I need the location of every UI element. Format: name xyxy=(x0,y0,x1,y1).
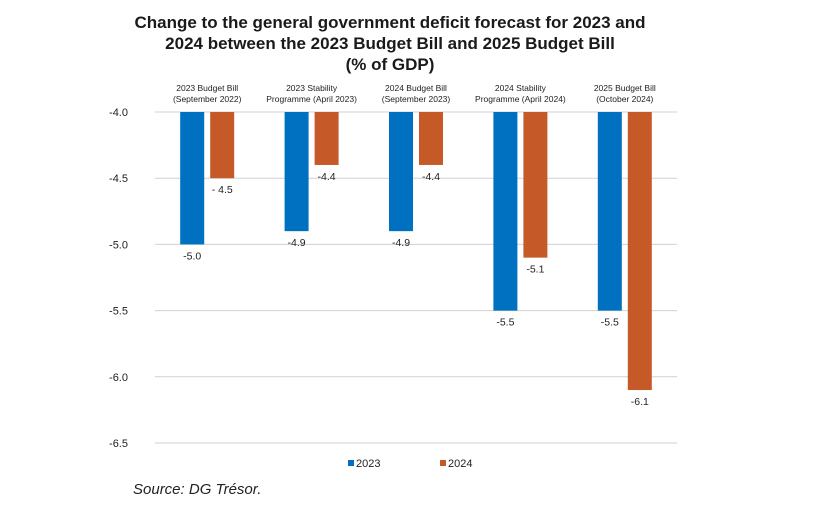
data-label: -5.1 xyxy=(526,264,544,276)
y-tick-label: -4.5 xyxy=(109,173,128,185)
chart-title-line-3: (% of GDP) xyxy=(345,55,435,74)
data-label: -4.9 xyxy=(288,237,306,249)
bar-2023 xyxy=(493,112,518,311)
legend-swatch-2024 xyxy=(440,460,446,466)
bar-2024 xyxy=(523,112,548,258)
category-label: 2023 Stability xyxy=(286,83,338,93)
bar-2024 xyxy=(627,112,652,391)
data-label: -5.5 xyxy=(601,317,619,329)
y-tick-label: -4.0 xyxy=(109,107,128,119)
category-label: 2023 Budget Bill xyxy=(176,83,238,93)
legend-label: 2023 xyxy=(356,458,380,470)
data-label: -4.4 xyxy=(422,171,440,183)
chart-title-line-2: 2024 between the 2023 Budget Bill and 20… xyxy=(165,34,615,53)
y-tick-label: -5.0 xyxy=(109,239,128,251)
y-tick-label: -6.5 xyxy=(109,438,128,450)
data-label: -4.9 xyxy=(392,237,410,249)
category-label: Programme (April 2024) xyxy=(475,94,566,104)
bar-2024 xyxy=(210,112,235,179)
data-label: - 4.5 xyxy=(212,184,233,196)
category-label: Programme (April 2023) xyxy=(266,94,357,104)
bar-2024 xyxy=(419,112,443,165)
chart-title-line-1: Change to the general government deficit… xyxy=(134,13,646,32)
source-note: Source: DG Trésor. xyxy=(133,481,262,498)
category-label: (October 2024) xyxy=(596,94,653,104)
data-label: -5.5 xyxy=(496,317,514,329)
bar-2023 xyxy=(180,112,205,245)
bar-2023 xyxy=(389,112,413,232)
data-label: -5.0 xyxy=(183,250,201,262)
bar-2023 xyxy=(284,112,309,232)
y-tick-label: -5.5 xyxy=(109,306,128,318)
legend-swatch-2023 xyxy=(348,460,354,466)
data-label: -4.4 xyxy=(318,171,336,183)
category-label: (September 2023) xyxy=(382,94,451,104)
category-label: (September 2022) xyxy=(173,94,242,104)
data-label: -6.1 xyxy=(631,396,649,408)
bar-2023 xyxy=(597,112,622,311)
legend-label: 2024 xyxy=(448,458,472,470)
bar-2024 xyxy=(314,112,339,165)
category-label: 2024 Budget Bill xyxy=(385,83,447,93)
category-label: 2024 Stability xyxy=(495,83,547,93)
y-tick-label: -6.0 xyxy=(109,372,128,384)
category-label: 2025 Budget Bill xyxy=(594,83,656,93)
